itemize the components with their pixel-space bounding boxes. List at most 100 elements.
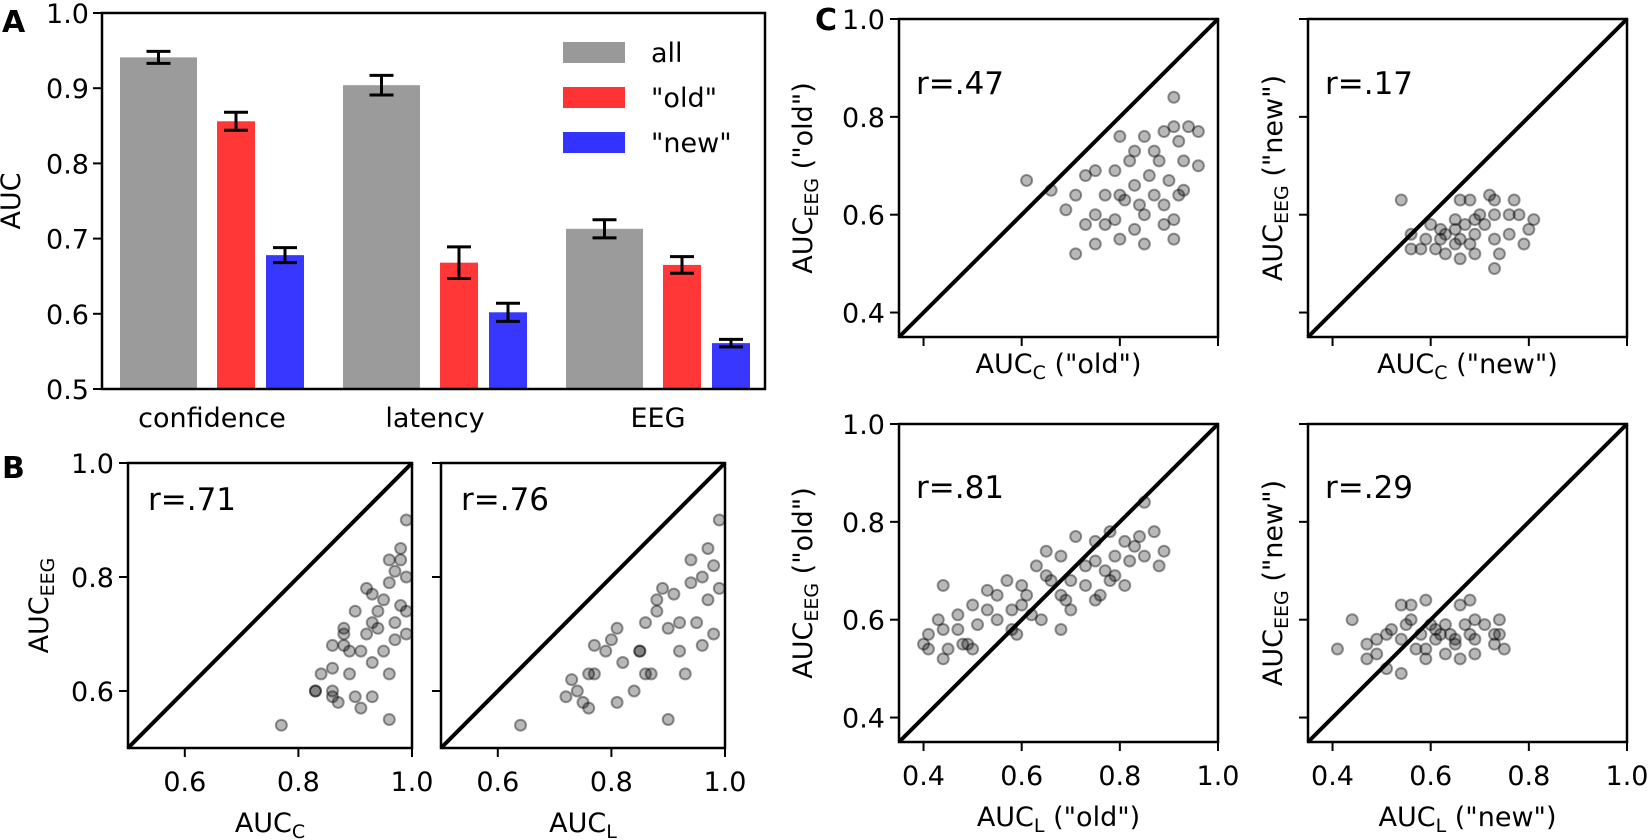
scatter-point <box>1497 642 1511 656</box>
scatter-point <box>936 578 950 592</box>
axes-frame <box>126 461 414 750</box>
scatter-point <box>990 588 1004 602</box>
x-tick-label: 0.6 <box>1000 761 1043 792</box>
y-tick-label: 0.6 <box>842 606 885 637</box>
scatter-point <box>638 667 652 681</box>
scatter-point <box>1157 544 1171 558</box>
scatter-point <box>1517 237 1531 251</box>
scatter-point <box>1443 627 1457 641</box>
x-tick-label: 0.6 <box>1409 761 1452 792</box>
x-tick-label: 0.4 <box>1311 761 1354 792</box>
error-bar-0-2 <box>273 246 297 265</box>
scatter-point <box>1414 242 1428 256</box>
scatter-point <box>1438 618 1452 632</box>
scatter-point <box>1005 603 1019 617</box>
scatter-points <box>917 495 1171 666</box>
scatter-point <box>712 581 725 595</box>
scatter-point <box>1419 593 1433 607</box>
scatter-point <box>656 581 670 595</box>
scatter-point <box>1468 227 1482 241</box>
scatter-point <box>1502 227 1516 241</box>
axes-frame <box>897 17 1220 339</box>
y-axis-label-main: AUC <box>788 217 819 274</box>
scatter-point <box>931 613 945 627</box>
scatter-point <box>1487 627 1501 641</box>
scatter-point <box>1394 598 1408 612</box>
scatter-point <box>1128 539 1142 553</box>
y-tick-label: 1.0 <box>842 410 885 441</box>
error-bar-1-1 <box>447 245 471 280</box>
scatter-point <box>1487 193 1501 207</box>
axes-frame <box>100 11 767 391</box>
x-tick-label: 1.0 <box>1606 761 1649 792</box>
scatter-point <box>684 553 698 567</box>
x-axis-label-subscript: C <box>1033 362 1046 384</box>
scatter-point <box>1000 574 1014 588</box>
x-tick-label: latency <box>385 403 484 434</box>
scatter-points <box>514 513 725 732</box>
scatter-point <box>394 599 408 612</box>
scatter-point <box>365 690 379 704</box>
y-axis-label-main: AUC <box>24 596 55 653</box>
scatter-point <box>1409 642 1423 656</box>
scatter-point <box>1463 237 1477 251</box>
bar-1-2 <box>489 312 527 389</box>
scatter-point <box>1128 144 1142 158</box>
bar-0-2 <box>266 255 304 389</box>
scatter-point <box>1069 247 1083 261</box>
scatter-point <box>1478 217 1492 231</box>
axes-frame <box>897 422 1220 744</box>
bar-2-1 <box>663 264 701 389</box>
x-axis-label-suffix: ("new") <box>1446 802 1556 833</box>
scatter-point <box>354 644 368 658</box>
scatter-point <box>1434 232 1448 246</box>
scatter-point <box>1463 627 1477 641</box>
scatter-point <box>1419 642 1433 656</box>
x-axis-label-main: AUC <box>235 808 292 839</box>
scatter-point <box>971 618 985 632</box>
scatter-c2: AUCC ("new")AUCEEG ("new") r=.17 <box>1258 17 1629 384</box>
scatter-point <box>1448 213 1462 227</box>
x-axis-label-main: AUC <box>1377 349 1434 380</box>
y-tick-label: 0.5 <box>46 375 89 406</box>
x-axis-label-suffix: ("old") <box>1046 349 1142 380</box>
scatter-point <box>1429 632 1443 646</box>
scatter-point <box>1191 159 1205 173</box>
axes-frame <box>439 461 727 750</box>
scatter-point <box>961 637 975 651</box>
scatter-point <box>1123 554 1137 568</box>
scatter-point <box>695 570 709 584</box>
scatter-point <box>1147 144 1161 158</box>
scatter-point <box>673 616 687 630</box>
y-axis-label: AUCEEG ("old") <box>788 487 823 678</box>
scatter-point <box>1463 193 1477 207</box>
scatter-point <box>1142 169 1156 183</box>
scatter-point <box>308 684 322 698</box>
error-bar-2-2 <box>719 337 743 349</box>
scatter-point <box>382 576 396 590</box>
scatter-point <box>1502 208 1516 222</box>
scatter-point <box>394 553 408 567</box>
y-axis-label: AUCEEG ("new") <box>1258 480 1293 686</box>
x-tick-label: EEG <box>630 403 685 434</box>
scatter-point <box>388 564 402 578</box>
scatter-point <box>678 667 692 681</box>
scatter-point <box>667 587 681 601</box>
bar-1-1 <box>440 262 478 389</box>
scatter-point <box>382 667 396 681</box>
scatter-point <box>1015 598 1029 612</box>
scatter-point <box>388 633 402 647</box>
scatter-point <box>1128 178 1142 192</box>
scatter-point <box>1137 129 1151 143</box>
scatter-points <box>1330 593 1511 681</box>
scatter-point <box>638 616 652 630</box>
x-axis-label-main: AUC <box>975 349 1032 380</box>
scatter-point <box>990 613 1004 627</box>
scatter-point <box>690 616 704 630</box>
scatter-point <box>1429 242 1443 256</box>
x-tick-label: 1.0 <box>1197 761 1240 792</box>
scatter-point <box>1404 613 1418 627</box>
scatter-point <box>917 637 931 651</box>
scatter-point <box>1113 129 1127 143</box>
